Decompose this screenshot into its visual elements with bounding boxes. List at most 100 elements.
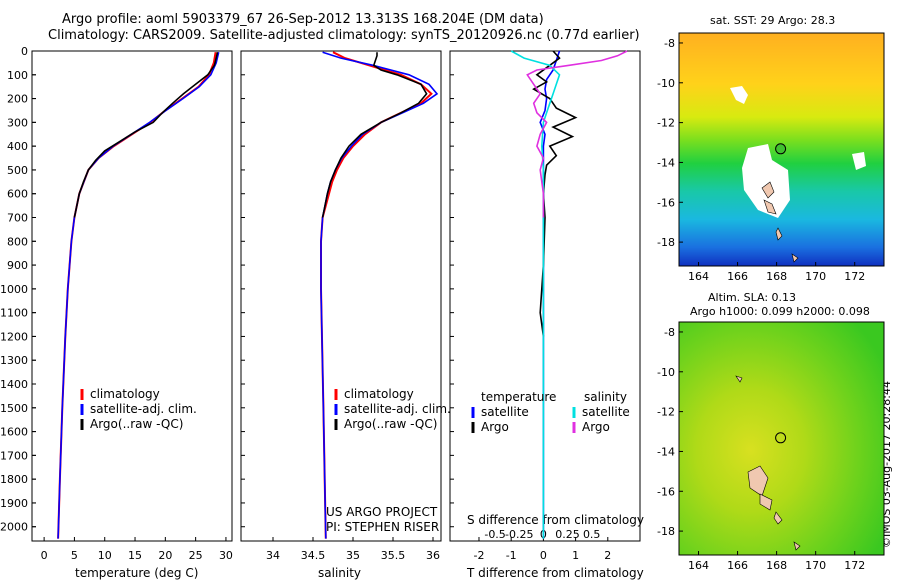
project-line2: PI: STEPHEN RISER bbox=[326, 520, 439, 534]
x-tick-label: 2 bbox=[604, 549, 611, 562]
depth-tick-label: 1400 bbox=[0, 378, 28, 391]
x-tick-label: 0 bbox=[41, 549, 48, 562]
chart-title: Argo profile: aoml 5903379_67 26-Sep-201… bbox=[62, 12, 544, 27]
depth-tick-label: 1200 bbox=[0, 330, 28, 343]
x-tick-label: 25 bbox=[189, 549, 203, 562]
map-x-tick-label: 166 bbox=[727, 270, 748, 283]
x-tick-label: 35 bbox=[346, 549, 360, 562]
x-tick-label: 36 bbox=[426, 549, 440, 562]
depth-tick-label: 900 bbox=[7, 259, 28, 272]
island-icon bbox=[735, 375, 743, 383]
map-x-tick-label: 168 bbox=[766, 270, 787, 283]
sla-map-title: Altim. SLA: 0.13 bbox=[708, 291, 797, 304]
map-x-tick-label: 164 bbox=[688, 270, 709, 283]
island-icon bbox=[747, 465, 769, 497]
profile-location-marker bbox=[775, 143, 787, 155]
map-x-tick-label: 172 bbox=[844, 270, 865, 283]
series-line-temperature-argo bbox=[532, 50, 578, 337]
depth-tick-label: 800 bbox=[7, 235, 28, 248]
x-tick-label: 10 bbox=[98, 549, 112, 562]
map-y-tick-label: -18 bbox=[657, 525, 675, 538]
map-y-tick-label: -12 bbox=[657, 406, 675, 419]
map-x-tick-label: 164 bbox=[688, 559, 709, 572]
depth-tick-label: 300 bbox=[7, 116, 28, 129]
series-line-argo-raw-qc- bbox=[321, 52, 428, 218]
legend-label: satellite bbox=[481, 405, 529, 419]
x-tick-label: 15 bbox=[128, 549, 142, 562]
map-y-tick-label: -16 bbox=[657, 485, 675, 498]
map-x-tick-label: 166 bbox=[727, 559, 748, 572]
sla-map-frame bbox=[678, 321, 885, 556]
island-icon bbox=[773, 511, 783, 525]
map-y-tick-label: -16 bbox=[657, 196, 675, 209]
sst-cloud-mask bbox=[730, 86, 748, 104]
map-x-tick-label: 172 bbox=[844, 559, 865, 572]
series-line-climatology bbox=[57, 52, 217, 539]
legend-label: Argo bbox=[582, 420, 610, 434]
salinity-xlabel: salinity bbox=[318, 566, 361, 580]
series-line-salinity-argo bbox=[526, 50, 628, 218]
x-tick-label: 20 bbox=[158, 549, 172, 562]
sst-map-frame bbox=[678, 32, 885, 267]
depth-tick-label: 200 bbox=[7, 93, 28, 106]
sla-field bbox=[679, 322, 884, 555]
island-icon bbox=[793, 541, 801, 551]
depth-tick-label: 1100 bbox=[0, 307, 28, 320]
map-y-tick-label: -14 bbox=[657, 156, 675, 169]
depth-tick-label: 1700 bbox=[0, 449, 28, 462]
legend-label: Argo bbox=[481, 420, 509, 434]
legend-label: satellite-adj. clim. bbox=[90, 402, 197, 416]
temperature-xlabel: temperature (deg C) bbox=[75, 566, 198, 580]
project-line1: US ARGO PROJECT bbox=[326, 505, 438, 519]
sst-map-title: sat. SST: 29 Argo: 28.3 bbox=[710, 14, 836, 27]
x-tick-label: -1 bbox=[506, 549, 517, 562]
depth-tick-label: 1800 bbox=[0, 473, 28, 486]
x-tick-label: 35.5 bbox=[381, 549, 406, 562]
sst-map bbox=[678, 32, 885, 267]
x-tick-label: 30 bbox=[219, 549, 233, 562]
salinity-panel-frame bbox=[240, 50, 442, 542]
depth-tick-label: 1500 bbox=[0, 402, 28, 415]
data-series bbox=[57, 50, 628, 539]
map-y-tick-label: -10 bbox=[657, 77, 675, 90]
depth-tick-label: 1600 bbox=[0, 426, 28, 439]
map-y-tick-label: -8 bbox=[664, 326, 675, 339]
sla-map bbox=[678, 321, 885, 556]
legend-label: Argo(..raw -QC) bbox=[344, 417, 437, 431]
depth-tick-label: 600 bbox=[7, 188, 28, 201]
map-x-tick-label: 170 bbox=[805, 270, 826, 283]
x-tick-label: 1 bbox=[572, 549, 579, 562]
depth-tick-label: 1000 bbox=[0, 283, 28, 296]
x-tick-label: 0 bbox=[540, 549, 547, 562]
island-icon bbox=[763, 199, 777, 215]
sst-cloud-mask bbox=[742, 144, 790, 218]
depth-tick-label: 400 bbox=[7, 140, 28, 153]
x-tick-label: 34 bbox=[266, 549, 280, 562]
series-line-satellite-adj-clim- bbox=[57, 52, 220, 539]
s-tick-label: -0.25 bbox=[505, 528, 533, 541]
island-icon bbox=[791, 253, 799, 263]
depth-tick-label: 500 bbox=[7, 164, 28, 177]
series-line-argo-raw-qc- bbox=[73, 52, 219, 218]
legend-title-salinity: salinity bbox=[584, 390, 627, 404]
map-y-tick-label: -8 bbox=[664, 37, 675, 50]
x-tick-label: -2 bbox=[473, 549, 484, 562]
island-icon bbox=[775, 227, 783, 241]
legend-label: Argo(..raw -QC) bbox=[90, 417, 183, 431]
t-difference-xlabel: T difference from climatology bbox=[466, 566, 644, 580]
s-tick-label: 0.25 bbox=[555, 528, 580, 541]
map-y-tick-label: -12 bbox=[657, 117, 675, 130]
depth-tick-label: 0 bbox=[21, 45, 28, 58]
x-tick-label: 5 bbox=[71, 549, 78, 562]
s-tick-label: -0.5 bbox=[484, 528, 505, 541]
map-x-tick-label: 170 bbox=[805, 559, 826, 572]
series-line-salinity-satellite bbox=[510, 50, 561, 539]
map-y-tick-label: -14 bbox=[657, 445, 675, 458]
legend-title-temperature: temperature bbox=[481, 390, 556, 404]
depth-tick-label: 1900 bbox=[0, 497, 28, 510]
s-tick-label: 0.5 bbox=[583, 528, 601, 541]
legend-label: climatology bbox=[90, 387, 160, 401]
sla-map-subtitle: Argo h1000: 0.099 h2000: 0.098 bbox=[690, 305, 870, 318]
map-x-tick-label: 168 bbox=[766, 559, 787, 572]
map-y-tick-label: -10 bbox=[657, 366, 675, 379]
